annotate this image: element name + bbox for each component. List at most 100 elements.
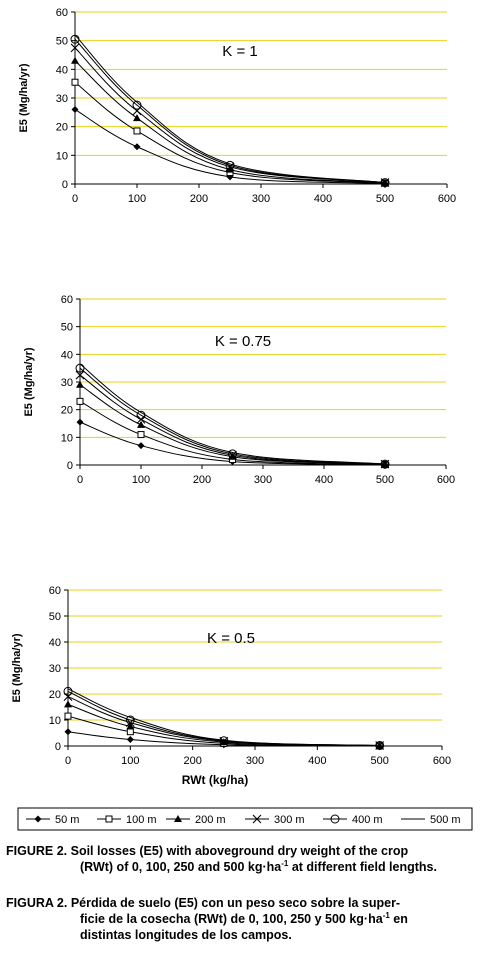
- x-tick-label: 100: [132, 474, 150, 486]
- data-point-200m: [76, 380, 84, 388]
- caption-es-lead: FIGURA 2.: [6, 896, 68, 910]
- y-tick-label: 50: [56, 36, 68, 48]
- x-tick-label: 300: [252, 193, 270, 205]
- y-axis-label: E5 (Mg/ha/yr): [11, 633, 23, 702]
- data-point-50m: [126, 736, 134, 743]
- legend-marker-0: [34, 815, 42, 823]
- data-point-400m: [380, 459, 390, 469]
- data-point-200m: [126, 722, 135, 730]
- caption-es-sup: -1: [382, 910, 390, 920]
- data-point-100m: [137, 431, 145, 439]
- series-line-100m: [74, 81, 386, 184]
- y-tick-label: 40: [56, 64, 68, 76]
- data-point-100m: [64, 712, 72, 720]
- data-point-100m: [126, 728, 134, 736]
- y-tick-label: 60: [49, 585, 61, 597]
- y-tick-label: 10: [56, 150, 68, 162]
- x-tick-label: 300: [254, 474, 272, 486]
- x-tick-label: 0: [72, 193, 78, 205]
- x-tick-label: 200: [183, 755, 201, 767]
- data-point-400m: [228, 449, 237, 459]
- y-tick-label: 30: [49, 663, 61, 675]
- data-point-400m: [63, 686, 73, 696]
- x-tick-label: 200: [193, 474, 211, 486]
- series-line-300m: [74, 47, 386, 184]
- y-axis-label: E5 (Mg/ha/yr): [18, 63, 30, 132]
- x-tick-label: 100: [128, 193, 146, 205]
- series-line-300m: [79, 374, 386, 465]
- legend-marker-2: [174, 815, 182, 822]
- y-tick-label: 30: [61, 377, 73, 389]
- y-tick-label: 20: [56, 122, 68, 134]
- k-annotation: K = 1: [222, 43, 257, 60]
- legend-marker-1: [105, 815, 113, 823]
- data-point-300m: [70, 43, 80, 53]
- caption-spanish: FIGURA 2. Pérdida de suelo (E5) con un p…: [6, 895, 486, 943]
- data-point-200m: [71, 56, 79, 64]
- caption-english: FIGURE 2. Soil losses (E5) with abovegro…: [6, 843, 486, 875]
- x-tick-label: 600: [438, 193, 456, 205]
- data-point-50m: [133, 143, 141, 151]
- y-tick-label: 10: [49, 715, 61, 727]
- legend-label-2: 200 m: [195, 814, 226, 826]
- legend-marker-4: [330, 814, 340, 824]
- series-line-400m: [74, 38, 386, 184]
- x-tick-label: 400: [314, 193, 332, 205]
- caption-es-line3: distintas longitudes de los campos.: [80, 928, 292, 942]
- k-annotation: K = 0.75: [215, 333, 271, 350]
- y-tick-label: 60: [56, 7, 68, 19]
- caption-en-lead: FIGURE 2.: [6, 844, 68, 858]
- legend-label-0: 50 m: [55, 814, 79, 826]
- x-tick-label: 400: [308, 755, 326, 767]
- x-tick-label: 200: [190, 193, 208, 205]
- x-tick-label: 300: [246, 755, 264, 767]
- x-tick-label: 100: [121, 755, 139, 767]
- legend-marker-3: [252, 814, 262, 824]
- x-tick-label: 500: [376, 474, 394, 486]
- x-tick-label: 400: [315, 474, 333, 486]
- y-tick-label: 50: [49, 611, 61, 623]
- caption-es-line1: Pérdida de suelo (E5) con un peso seco s…: [70, 896, 401, 910]
- y-tick-label: 40: [49, 637, 61, 649]
- data-point-50m: [64, 728, 72, 736]
- y-tick-label: 0: [55, 741, 61, 753]
- legend-label-3: 300 m: [274, 814, 305, 826]
- caption-es-line2b: en: [389, 912, 408, 926]
- y-tick-label: 40: [61, 349, 73, 361]
- y-tick-label: 20: [49, 689, 61, 701]
- x-axis-label: RWt (kg/ha): [182, 773, 248, 787]
- legend: 50 m 100 m 200 m 300 m 400 m 500 m: [17, 807, 473, 831]
- data-point-50m: [137, 442, 145, 450]
- data-point-300m: [75, 370, 85, 380]
- legend-label-5: 500 m: [430, 814, 461, 826]
- caption-en-line1: Soil losses (E5) with aboveground dry we…: [70, 844, 409, 858]
- x-tick-label: 0: [77, 474, 83, 486]
- y-tick-label: 50: [61, 322, 73, 334]
- data-point-200m: [64, 700, 72, 708]
- data-point-100m: [76, 397, 84, 405]
- y-axis-label: E5 (Mg/ha/yr): [23, 347, 35, 416]
- caption-en-sup: -1: [281, 858, 289, 868]
- data-point-50m: [76, 418, 84, 426]
- series-line-400m: [67, 690, 380, 746]
- series-line-100m: [79, 400, 386, 465]
- legend-label-1: 100 m: [126, 814, 157, 826]
- data-point-200m: [137, 420, 145, 428]
- k-annotation: K = 0.5: [207, 630, 255, 647]
- data-point-100m: [133, 127, 141, 135]
- caption-en-line2a: (RWt) of 0, 100, 250 and 500 kg·ha: [80, 860, 282, 874]
- caption-es-line2a: ficie de la cosecha (RWt) de 0, 100, 250…: [80, 912, 383, 926]
- series-line-50m: [74, 109, 386, 184]
- y-tick-label: 60: [61, 294, 73, 306]
- x-tick-label: 0: [65, 755, 71, 767]
- y-tick-label: 0: [62, 179, 68, 191]
- series-line-500m: [79, 363, 386, 465]
- series-line-50m: [79, 421, 386, 466]
- data-point-300m: [125, 718, 135, 727]
- series-line-500m: [67, 688, 380, 746]
- data-point-50m: [71, 105, 79, 113]
- series-line-500m: [74, 34, 386, 184]
